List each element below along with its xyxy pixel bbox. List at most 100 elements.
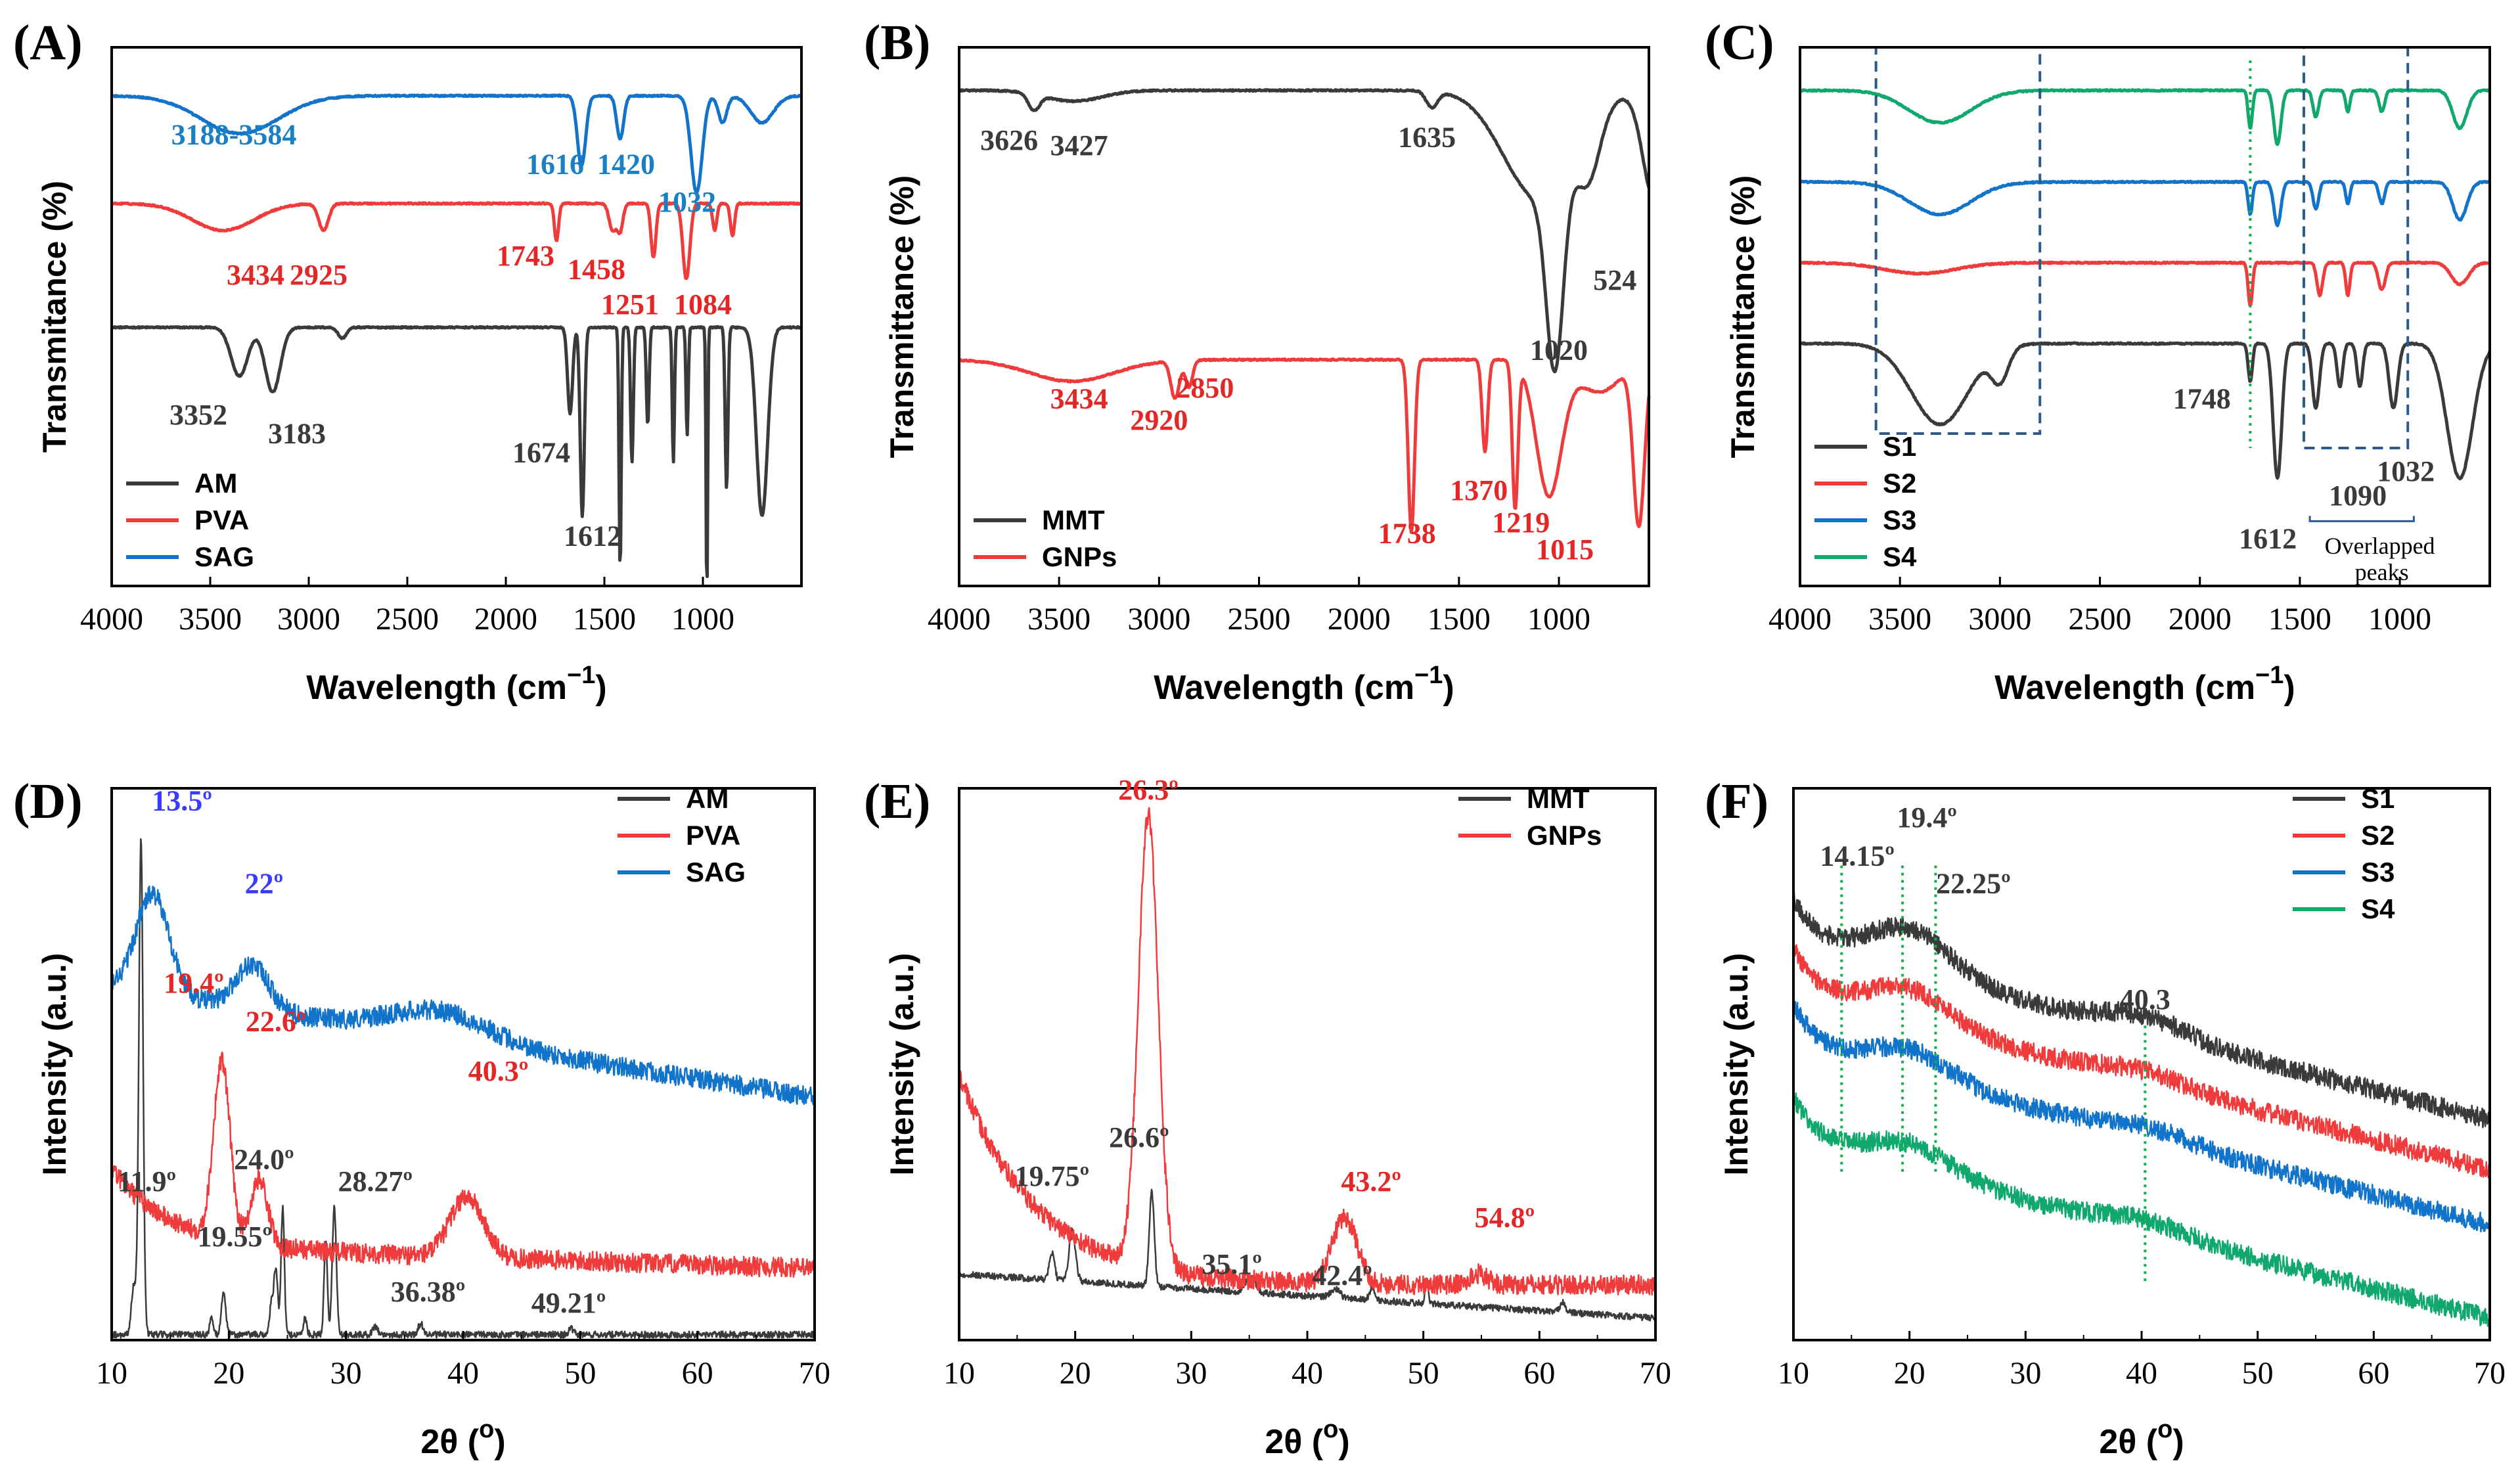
data-label: 1612 (564, 520, 621, 552)
series-sag (111, 885, 816, 1106)
data-label: 3188-3584 (171, 119, 297, 151)
x-tick-label: 1000 (1527, 602, 1590, 637)
data-label: 1674 (512, 436, 570, 468)
legend: S1 S2 S3 S4 (1814, 431, 1917, 572)
data-label: 2850 (1176, 372, 1234, 404)
data-label: 1738 (1378, 517, 1436, 549)
data-label: 3626 (980, 124, 1038, 156)
x-tick-label: 30 (2010, 1356, 2041, 1391)
x-tick-label: 40 (2126, 1356, 2157, 1391)
series-sag (110, 93, 803, 194)
panel-label: (A) (13, 15, 83, 70)
x-tick-label: 1500 (573, 602, 636, 637)
x-tick-label: 3500 (1868, 602, 1931, 637)
x-axis-label: Wavelength (cm−1) (306, 662, 606, 707)
x-axis-label-close: ) (1338, 1423, 1349, 1461)
x-axis-label-close: ) (1443, 669, 1454, 707)
x-tick-label: 30 (1175, 1356, 1207, 1391)
panel-label: (F) (1705, 774, 1768, 829)
x-axis-label: 2θ (o) (2099, 1416, 2184, 1461)
x-tick-label: 1000 (671, 602, 734, 637)
x-tick-label: 20 (1894, 1356, 1925, 1391)
x-tick-label: 60 (2358, 1356, 2389, 1391)
x-tick-label: 70 (2474, 1356, 2506, 1391)
x-tick-label: 40 (447, 1356, 479, 1391)
series-gnps (958, 357, 1651, 534)
y-axis-label: Transmitance (%) (36, 181, 73, 453)
data-label: 28.27º (338, 1165, 413, 1198)
data-label: 1251 (601, 288, 659, 321)
x-tick-label: 2500 (376, 602, 439, 637)
x-tick-label: 50 (1408, 1356, 1439, 1391)
x-tick-label: 60 (682, 1356, 713, 1391)
x-axis-label: 2θ (o) (420, 1416, 505, 1461)
legend: MMT GNPs (974, 505, 1117, 572)
data-label: 1090 (2329, 480, 2387, 512)
x-tick-label: 2000 (474, 602, 537, 637)
series-am (110, 325, 803, 578)
data-label: 1370 (1450, 474, 1508, 506)
data-label: 3427 (1050, 129, 1108, 162)
y-axis-label: Intensity (a.u.) (1718, 953, 1755, 1176)
x-tick-label: 1500 (1428, 602, 1491, 637)
y-axis-label: Transmittance (%) (884, 175, 920, 459)
x-axis-label-text: 2θ ( (1265, 1423, 1323, 1461)
y-axis-label: Intensity (a.u.) (36, 953, 73, 1176)
axes-frame (110, 46, 803, 587)
x-axis-label-text: Wavelength (cm (1994, 669, 2255, 707)
x-tick-label: 2500 (1228, 602, 1291, 637)
x-tick-label: 4000 (80, 602, 143, 637)
data-label: 1020 (1530, 334, 1588, 367)
x-tick-label: 60 (1523, 1356, 1555, 1391)
data-label: 11.9º (118, 1165, 176, 1198)
x-axis-label-sup: o (1323, 1416, 1338, 1443)
legend-label-am: AM (686, 783, 729, 814)
x-tick-label: 2000 (1328, 602, 1391, 637)
data-label: 1084 (674, 288, 732, 321)
data-label: 19.4º (164, 967, 224, 999)
x-tick-label: 40 (1292, 1356, 1323, 1391)
panel-a: 4000 3500 3000 2500 2000 1500 1000 Wavelength (… (13, 15, 803, 707)
data-label: 36.38º (391, 1276, 466, 1308)
legend-label-s4: S4 (2361, 893, 2395, 924)
data-label: 1616 (526, 148, 584, 181)
y-axis-label: Transmittance (%) (1724, 175, 1761, 459)
data-label: 1743 (497, 240, 554, 272)
axes-frame (958, 46, 1650, 587)
x-tick-label: 50 (2242, 1356, 2274, 1391)
series-s2 (1799, 260, 2491, 307)
series-s4 (1799, 88, 2491, 146)
x-axis-label-close: ) (2172, 1423, 2184, 1461)
data-label: 19.75º (1015, 1160, 1090, 1192)
x-axis-label-text: 2θ ( (420, 1423, 479, 1461)
x-tick-label: 2500 (2069, 602, 2132, 637)
data-label: 1420 (597, 148, 655, 181)
data-label: 1612 (2239, 523, 2297, 555)
data-label: 40.3 (2120, 983, 2171, 1016)
data-label: 1635 (1398, 122, 1456, 154)
x-tick-label: 1500 (2268, 602, 2331, 637)
legend: MMT GNPs (1458, 783, 1602, 851)
legend-label-s2: S2 (1883, 468, 1916, 499)
legend-label-mmt: MMT (1042, 505, 1105, 535)
x-tick-label: 3500 (179, 602, 242, 637)
data-label: 2925 (290, 259, 348, 291)
data-label: 49.21º (531, 1287, 606, 1319)
panel-label: (E) (864, 774, 930, 829)
x-axis-label-text: Wavelength (cm (306, 669, 567, 707)
data-label: 22.25º (1936, 868, 2011, 900)
x-tick-label: 1000 (2368, 602, 2431, 637)
series-s4 (1792, 1092, 2491, 1327)
legend-label-s3: S3 (2361, 857, 2395, 887)
data-label: 3352 (169, 399, 227, 431)
legend: AM PVA SAG (618, 783, 746, 887)
x-tick-label: 3000 (1127, 602, 1190, 637)
data-label: 1015 (1536, 533, 1594, 566)
series-s3 (1799, 179, 2492, 227)
legend: S1 S2 S3 S4 (2293, 783, 2395, 924)
data-label: 22º (245, 868, 284, 900)
legend-label-s1: S1 (1883, 431, 1916, 462)
x-tick-label: 2000 (2169, 602, 2232, 637)
data-label: 24.0º (234, 1144, 294, 1176)
x-axis-label: 2θ (o) (1265, 1416, 1349, 1461)
